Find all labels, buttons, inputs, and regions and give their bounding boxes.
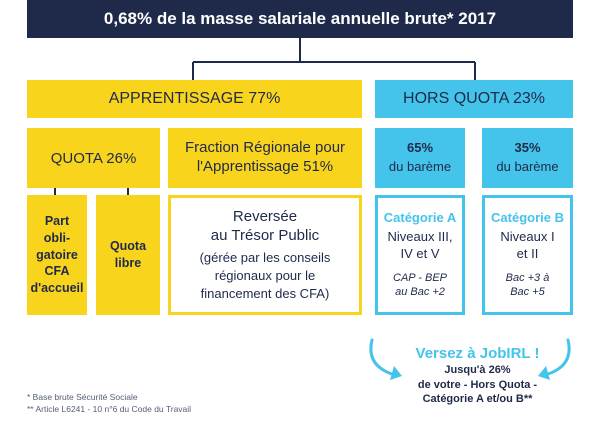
- part-obligatoire-line: Part: [44, 213, 70, 228]
- bareme-35-pct: 35%: [514, 140, 541, 156]
- categorie-b-note-line2: Bac +5: [510, 286, 545, 299]
- fraction-regionale-line2: l'Apprentissage 51%: [196, 158, 334, 175]
- cta-details: Jusqu'à 26% de votre - Hors Quota - Caté…: [385, 364, 570, 406]
- curved-arrows: [369, 338, 571, 376]
- reversee-note-line: (gérée par les conseils: [199, 250, 331, 266]
- bareme-35-box: 35% du barème: [482, 128, 573, 188]
- part-obligatoire-line: obli-: [43, 230, 71, 245]
- categorie-b-title: Catégorie B: [491, 209, 564, 225]
- part-obligatoire-line: d'accueil: [30, 281, 84, 296]
- reversee-note-line: financement des CFA): [200, 285, 330, 301]
- quota-libre-line: libre: [114, 256, 142, 270]
- top-banner: 0,68% de la masse salariale annuelle bru…: [27, 0, 573, 38]
- apprentissage-label: APPRENTISSAGE 77%: [108, 90, 281, 107]
- footnote-2: ** Article L6241 - 10 n°6 du Code du Tra…: [27, 403, 192, 414]
- categorie-b-note-line1: Bac +3 à: [505, 271, 550, 284]
- reversee-box: Reversée au Trésor Public (gérée par les…: [168, 195, 362, 315]
- bareme-65-label: du barème: [388, 159, 452, 174]
- categorie-a-note-line2: au Bac +2: [395, 286, 445, 299]
- footnotes: * Base brute Sécurité Sociale ** Article…: [27, 392, 287, 416]
- bareme-65-pct: 65%: [406, 140, 434, 156]
- reversee-title-line2: au Trésor Public: [210, 226, 320, 244]
- fraction-regionale-box: Fraction Régionale pour l'Apprentissage …: [168, 128, 362, 188]
- fraction-regionale-line1: Fraction Régionale pour: [184, 139, 346, 157]
- quota-box: QUOTA 26%: [27, 128, 160, 188]
- cta-line2: de votre - Hors Quota -: [417, 378, 538, 391]
- banner-title: 0,68% de la masse salariale annuelle bru…: [103, 9, 497, 28]
- categorie-a-box: Catégorie A Niveaux III, IV et V CAP - B…: [375, 195, 465, 315]
- cta-title: Versez à JobIRL !: [385, 343, 570, 363]
- categorie-a-title: Catégorie A: [383, 209, 457, 225]
- hors-quota-label: HORS QUOTA 23%: [403, 90, 545, 107]
- reversee-note-line: régionaux pour le: [214, 267, 316, 283]
- categorie-a-levels-line2: IV et V: [400, 245, 440, 261]
- part-obligatoire-line: gatoire: [36, 247, 78, 262]
- categorie-b-box: Catégorie B Niveaux I et II Bac +3 à Bac…: [482, 195, 573, 315]
- quota-libre-box: Quota libre: [96, 195, 160, 315]
- footnote-1: * Base brute Sécurité Sociale: [27, 392, 138, 402]
- cta-title-text: Versez à JobIRL !: [415, 344, 540, 362]
- bareme-65-box: 65% du barème: [375, 128, 465, 188]
- hors-quota-box: HORS QUOTA 23%: [375, 80, 573, 118]
- quota-libre-line: Quota: [109, 239, 147, 254]
- categorie-a-note-line1: CAP - BEP: [393, 271, 447, 284]
- cta-line1: Jusqu'à 26%: [444, 363, 511, 376]
- quota-label: QUOTA 26%: [50, 149, 137, 167]
- part-obligatoire-box: Part obli- gatoire CFA d'accueil: [27, 195, 87, 315]
- apprentissage-box: APPRENTISSAGE 77%: [27, 80, 362, 118]
- categorie-b-levels-line2: et II: [516, 245, 539, 261]
- cta-line3: Catégorie A et/ou B**: [422, 393, 533, 406]
- categorie-b-levels-line1: Niveaux I: [500, 228, 555, 244]
- reversee-title-line1: Reversée: [232, 207, 298, 225]
- part-obligatoire-line: CFA: [44, 264, 70, 279]
- bareme-35-label: du barème: [496, 159, 559, 174]
- categorie-a-levels-line1: Niveaux III,: [387, 228, 453, 244]
